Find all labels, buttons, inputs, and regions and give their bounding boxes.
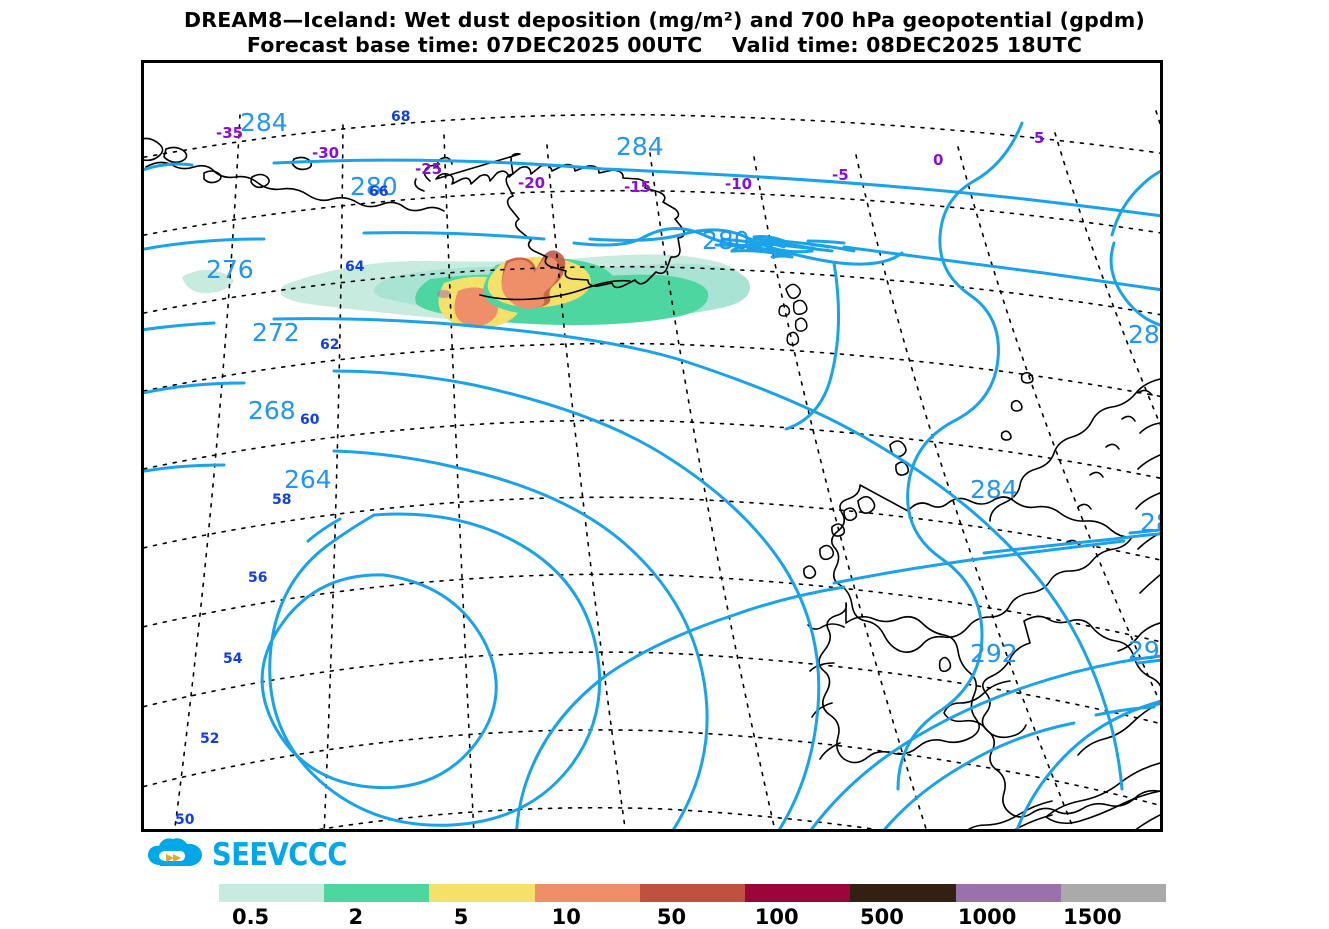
contour-label: 268 (248, 396, 296, 425)
chart-title-block: DREAM8—Iceland: Wet dust deposition (mg/… (0, 8, 1329, 58)
contour-label: 288 (1140, 508, 1160, 537)
coastlines (144, 137, 1160, 829)
lon-label: -15 (624, 178, 651, 196)
contour-label: 288 (1128, 320, 1160, 349)
dust-deposition-shading (182, 250, 750, 329)
lat-label: 66 (369, 184, 388, 200)
map-panel[interactable]: 284 280 276 272 268 264 284 280 284 288 … (141, 60, 1163, 832)
contour-label: 280 (702, 226, 750, 255)
colorbar-tick-label: 50 (656, 905, 687, 929)
geopotential-contours (144, 121, 1160, 829)
lat-label: 54 (223, 651, 243, 667)
contour-label: 284 (616, 132, 664, 161)
colorbar: 0.5 2 5 10 50 100 500 1000 1500 (219, 884, 1166, 929)
colorbar-tick-label: 500 (859, 905, 904, 929)
colorbar-segment (639, 884, 746, 902)
lat-label: 68 (391, 109, 410, 125)
lat-label: 62 (320, 337, 339, 353)
lon-label: 0 (933, 151, 943, 169)
colorbar-tick-label: 100 (754, 905, 799, 929)
lon-label: -30 (312, 144, 339, 162)
colorbar-tick-label: 10 (551, 905, 581, 929)
colorbar-segment (745, 884, 851, 902)
contour-label: 276 (206, 255, 254, 284)
colorbar-tick-label: 0.5 (231, 905, 270, 929)
contour-label: 264 (284, 465, 332, 494)
longitude-labels: -35 -30 -25 -20 -15 -10 -5 0 5 (216, 124, 1044, 196)
colorbar-tick-label: 2 (348, 905, 364, 929)
contour-label: 292 (970, 639, 1018, 668)
colorbar-segment (534, 884, 640, 902)
lon-label: -35 (216, 124, 243, 142)
contour-labels: 284 280 276 272 268 264 284 280 284 288 … (206, 108, 1160, 668)
seevccc-logo: SEEVCCC (146, 834, 366, 876)
colorbar-tick-label: 1000 (957, 905, 1017, 929)
lat-label: 50 (175, 812, 195, 828)
colorbar-labels: 0.5 2 5 10 50 100 500 1000 1500 (219, 905, 1166, 929)
lat-label: 58 (272, 492, 291, 508)
map-canvas: 284 280 276 272 268 264 284 280 284 288 … (144, 108, 1160, 829)
contour-label: 284 (240, 108, 288, 137)
colorbar-segment (955, 884, 1061, 902)
lat-label: 64 (345, 259, 365, 275)
lon-label: -10 (725, 175, 752, 193)
title-line-2: Forecast base time: 07DEC2025 00UTC Vali… (246, 33, 1083, 57)
lon-label: -20 (518, 174, 545, 192)
colorbar-segment (1060, 884, 1166, 902)
lon-label: 5 (1034, 129, 1044, 147)
graticule (144, 110, 1160, 829)
lon-label: -25 (415, 160, 442, 178)
title-line-1: DREAM8—Iceland: Wet dust deposition (mg/… (184, 8, 1145, 32)
lat-label: 56 (248, 570, 267, 586)
colorbar-segment (429, 884, 535, 902)
colorbar-segment (219, 884, 325, 902)
colorbar-segment (850, 884, 956, 902)
contour-label: 284 (970, 475, 1018, 504)
colorbar-tick-label: 1500 (1063, 905, 1122, 929)
contour-label: 272 (252, 318, 300, 347)
colorbar-tick-label: 5 (453, 905, 469, 929)
lat-label: 60 (300, 412, 320, 428)
colorbar-segment (324, 884, 430, 902)
logo-text: SEEVCCC (212, 836, 348, 873)
colorbar-strip (219, 884, 1166, 902)
lat-label: 52 (200, 731, 219, 747)
latitude-labels: 68 66 64 62 60 58 56 54 52 50 (175, 109, 410, 828)
lon-label: -5 (832, 166, 849, 184)
contour-label: 296 (1128, 636, 1160, 665)
cloud-icon (148, 838, 202, 866)
contour-label: 280 (350, 172, 398, 201)
